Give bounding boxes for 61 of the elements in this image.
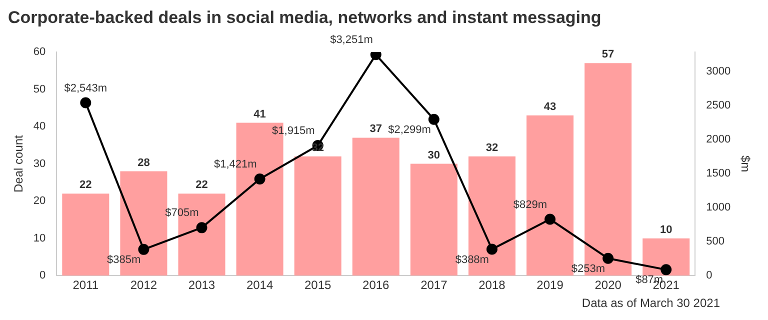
point (196, 222, 208, 234)
data-label: 10 (660, 224, 672, 236)
data-label: 22 (196, 179, 208, 192)
bar (410, 164, 458, 276)
y2-tick-label: 3000 (706, 66, 731, 78)
data-label: $2,543m (64, 82, 108, 94)
x-tick-label: 2012 (130, 278, 158, 292)
x-tick-label: 2018 (478, 278, 506, 292)
point (138, 244, 150, 255)
y-axis-title: Deal count (12, 134, 26, 192)
y2-tick-label: 2500 (706, 100, 731, 112)
x-tick-label: 2014 (246, 278, 274, 292)
bar (642, 238, 690, 276)
chart-title: Corporate-backed deals in social media, networks and instant messaging (8, 8, 602, 29)
point (428, 114, 440, 125)
y-tick-label: 60 (33, 46, 46, 58)
text: Data as of March 30 2021 (580, 296, 721, 310)
y2-tick-label: 2000 (706, 134, 731, 146)
data-label: 43 (544, 100, 556, 113)
data-label: 22 (80, 179, 92, 192)
data-label: $388m (455, 254, 489, 266)
y-tick-label: 30 (33, 158, 46, 170)
y-tick-label: 0 (40, 270, 46, 282)
data-label: 57 (602, 48, 614, 61)
y-tick-label: 10 (33, 232, 46, 244)
data-label: $1,421m (214, 158, 257, 171)
data-label: $829m (513, 198, 548, 211)
data-label: $385m (107, 254, 141, 266)
y-tick-label: 50 (33, 83, 46, 96)
x-tick-label: 2015 (304, 278, 332, 292)
y-tick-label: 20 (33, 195, 46, 208)
data-label: 32 (486, 142, 498, 154)
y2-tick-label: 1000 (706, 202, 731, 214)
bar (294, 156, 342, 276)
data-label: 41 (254, 108, 266, 120)
x-tick-label: 2016 (362, 278, 390, 292)
point (80, 97, 92, 108)
data-label: $3,251m (330, 34, 373, 46)
y-tick-label: 40 (33, 120, 46, 133)
y2-tick-label: 0 (706, 270, 712, 282)
data-label: 30 (428, 149, 440, 162)
data-label: $1,915m (272, 124, 315, 137)
data-label: 28 (138, 156, 150, 169)
y2-axis-title: $m (738, 155, 752, 172)
y2-tick-label: 500 (706, 236, 724, 248)
x-tick-label: 2011 (72, 278, 99, 292)
point (602, 252, 614, 264)
point (254, 174, 266, 185)
data-label: $705m (165, 207, 199, 220)
x-tick-label: 2020 (594, 278, 622, 292)
data-label: $253m (571, 262, 606, 275)
bar (352, 138, 400, 276)
x-tick-label: 2019 (536, 278, 564, 292)
point (486, 244, 498, 255)
point (544, 214, 556, 225)
data-label: 37 (370, 123, 382, 136)
data-label: $2,299m (388, 124, 431, 136)
point (660, 264, 672, 276)
x-tick-label: 2017 (420, 278, 448, 292)
x-tick-label: 2013 (188, 278, 216, 292)
y2-tick-label: 1500 (706, 168, 731, 180)
